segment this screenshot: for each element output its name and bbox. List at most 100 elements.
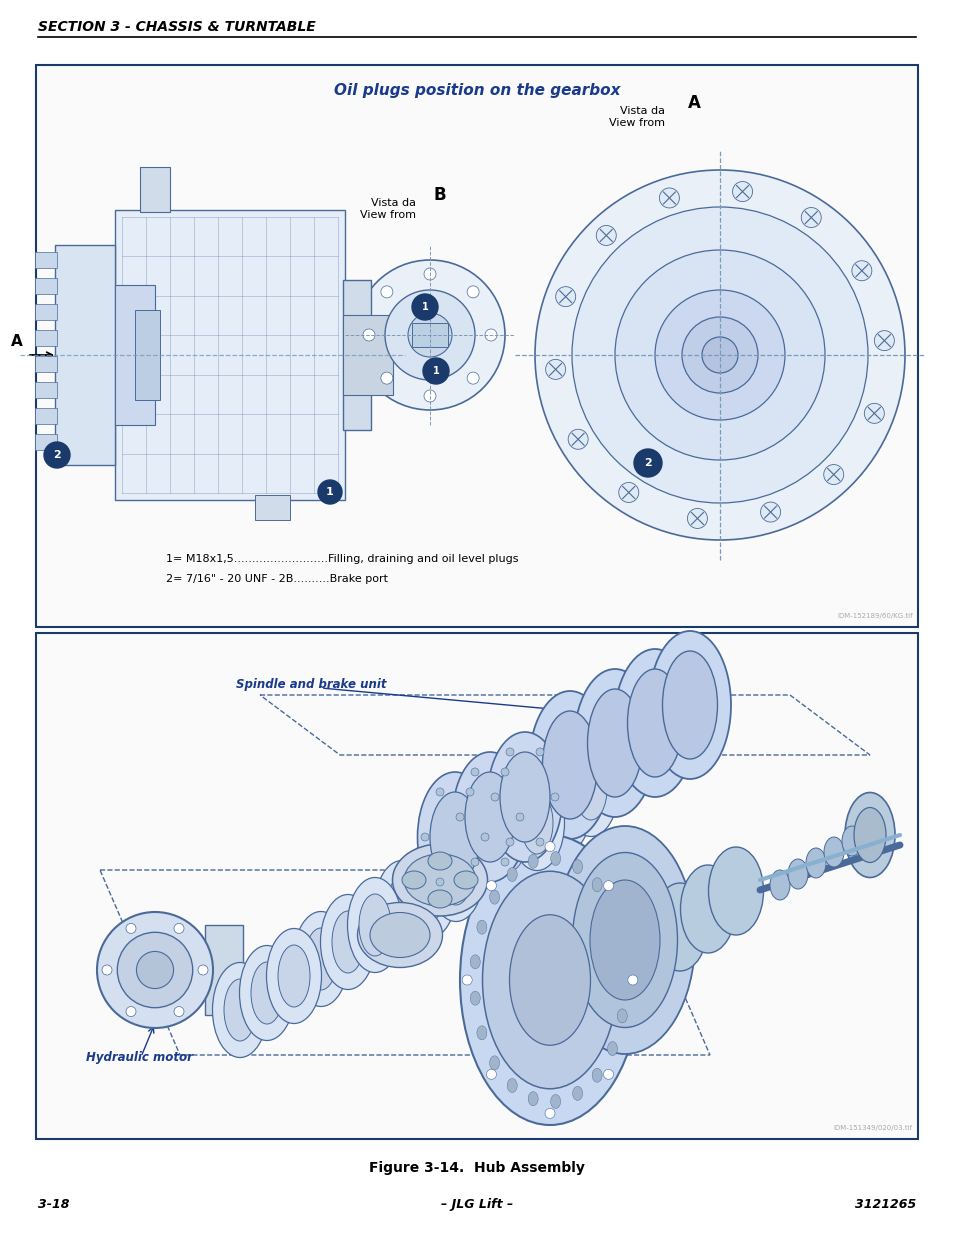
Bar [205,925,243,1015]
Ellipse shape [332,911,364,973]
Circle shape [467,372,478,384]
Circle shape [198,965,208,974]
Circle shape [465,878,474,885]
Text: Spindle and brake unit: Spindle and brake unit [235,678,386,692]
Text: B: B [434,186,446,204]
Circle shape [480,832,489,841]
Ellipse shape [452,752,527,882]
Circle shape [484,329,497,341]
Ellipse shape [430,792,479,882]
Circle shape [385,290,475,380]
Ellipse shape [550,1094,560,1109]
Ellipse shape [708,847,762,935]
Bar [36,65,917,627]
Circle shape [681,317,758,393]
Circle shape [102,965,112,974]
Ellipse shape [661,651,717,760]
Ellipse shape [428,890,452,908]
Ellipse shape [455,809,510,904]
Text: 1: 1 [421,303,428,312]
Circle shape [380,285,393,298]
Ellipse shape [239,946,294,1041]
Circle shape [500,858,509,866]
Ellipse shape [507,1078,517,1093]
Ellipse shape [392,844,487,916]
Circle shape [491,793,498,802]
Circle shape [603,881,613,890]
Ellipse shape [386,877,417,939]
Circle shape [655,290,784,420]
Circle shape [760,503,780,522]
Circle shape [659,188,679,207]
Ellipse shape [428,826,483,921]
Circle shape [97,911,213,1028]
Ellipse shape [592,878,601,892]
Ellipse shape [358,894,391,956]
Circle shape [355,261,504,410]
Bar [55,245,115,466]
Circle shape [505,839,514,846]
Circle shape [436,788,443,797]
Text: Vista da
View from: Vista da View from [359,199,416,220]
Circle shape [136,951,173,988]
Ellipse shape [320,894,375,989]
Ellipse shape [528,855,537,868]
Bar [35,252,57,268]
Ellipse shape [587,689,641,797]
Ellipse shape [607,1041,617,1056]
Ellipse shape [592,1068,601,1082]
Ellipse shape [277,945,310,1007]
Circle shape [44,442,70,468]
Ellipse shape [489,1056,499,1070]
Ellipse shape [470,955,479,968]
Circle shape [380,372,393,384]
Ellipse shape [555,826,695,1053]
Bar [140,167,170,212]
Text: B: B [396,333,409,350]
Ellipse shape [679,864,735,953]
Text: 2: 2 [53,450,61,459]
Ellipse shape [401,844,456,939]
Ellipse shape [563,741,618,836]
Ellipse shape [305,927,336,990]
Bar [35,433,57,450]
Bar [115,210,345,500]
Ellipse shape [509,776,564,871]
Text: 2= 7/16" - 20 UNF - 2B..........Brake port: 2= 7/16" - 20 UNF - 2B..........Brake po… [166,574,388,584]
Bar [343,315,393,395]
Circle shape [436,878,443,885]
Bar [35,278,57,294]
Ellipse shape [536,758,591,853]
Text: IDM-151349/020/03.tif: IDM-151349/020/03.tif [833,1125,912,1131]
Circle shape [173,924,184,934]
Ellipse shape [572,1087,582,1100]
Bar [35,304,57,320]
Text: 1: 1 [326,487,334,496]
Circle shape [422,358,449,384]
Circle shape [544,1108,555,1119]
Circle shape [536,839,543,846]
Text: Reduction unit: Reduction unit [539,1039,636,1052]
Text: – JLG Lift –: – JLG Lift – [440,1198,513,1212]
Ellipse shape [454,871,477,889]
Ellipse shape [550,852,560,866]
Ellipse shape [347,878,402,972]
Ellipse shape [251,962,283,1024]
Circle shape [471,858,478,866]
Circle shape [516,813,523,821]
Ellipse shape [494,809,525,871]
Ellipse shape [224,979,255,1041]
Ellipse shape [607,904,617,919]
Ellipse shape [375,861,429,956]
Bar [115,285,154,425]
Ellipse shape [482,871,617,1089]
Circle shape [572,207,867,503]
Ellipse shape [413,860,444,923]
Ellipse shape [572,860,582,873]
Text: Hydraulic motor: Hydraulic motor [86,1051,193,1063]
Circle shape [618,483,639,503]
Ellipse shape [487,732,562,862]
Circle shape [465,788,474,797]
Circle shape [687,509,707,529]
Ellipse shape [294,911,348,1007]
